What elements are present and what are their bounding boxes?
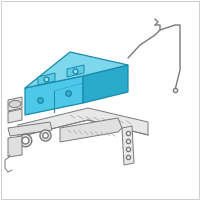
Polygon shape: [8, 97, 22, 111]
Polygon shape: [8, 122, 52, 136]
Polygon shape: [25, 52, 128, 88]
Polygon shape: [8, 109, 22, 123]
Ellipse shape: [9, 100, 21, 108]
Polygon shape: [18, 108, 148, 137]
Polygon shape: [60, 118, 122, 142]
Polygon shape: [38, 73, 55, 85]
Polygon shape: [83, 65, 128, 103]
Polygon shape: [67, 65, 84, 77]
Polygon shape: [8, 136, 22, 157]
Polygon shape: [25, 76, 83, 115]
Polygon shape: [122, 126, 134, 165]
